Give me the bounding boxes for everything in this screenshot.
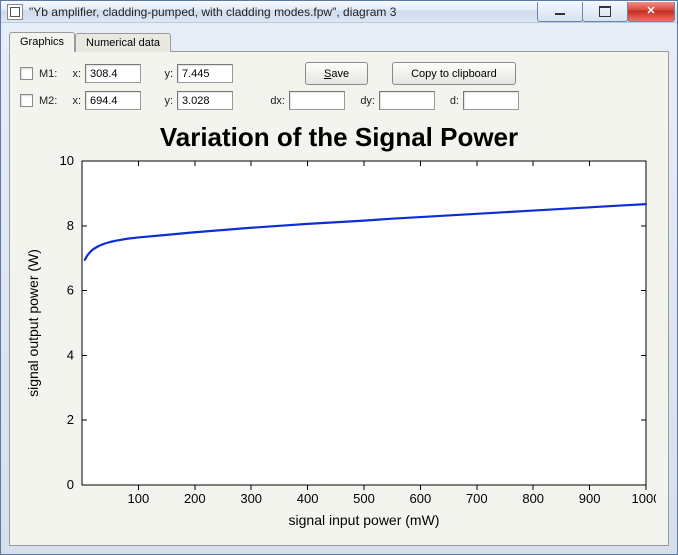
m2-y-label: y: xyxy=(159,95,173,107)
dx-output xyxy=(289,91,345,110)
svg-text:signal input power (mW): signal input power (mW) xyxy=(289,512,440,528)
chart-svg: 100 200 300 400 500 600 700 800 900 1000 0 2 4 6 8 10 si… xyxy=(20,155,656,535)
d-label: d: xyxy=(445,95,459,107)
svg-text:8: 8 xyxy=(67,218,74,233)
svg-text:4: 4 xyxy=(67,347,74,362)
svg-text:1000: 1000 xyxy=(632,491,656,506)
m1-label: M1: xyxy=(39,68,61,80)
tab-panel: M1: x: y: Save Copy to clipboard M2: x: … xyxy=(9,51,669,546)
svg-text:500: 500 xyxy=(353,491,375,506)
maximize-button[interactable] xyxy=(582,2,628,22)
svg-text:700: 700 xyxy=(466,491,488,506)
window-title: "Yb amplifier, cladding-pumped, with cla… xyxy=(29,5,538,19)
svg-text:900: 900 xyxy=(579,491,601,506)
d-output xyxy=(463,91,519,110)
m1-x-input[interactable] xyxy=(85,64,141,83)
chart-title: Variation of the Signal Power xyxy=(20,120,658,155)
m2-checkbox[interactable] xyxy=(20,94,33,107)
svg-text:300: 300 xyxy=(240,491,262,506)
m1-y-input[interactable] xyxy=(177,64,233,83)
chart-area[interactable]: 100 200 300 400 500 600 700 800 900 1000 0 2 4 6 8 10 si… xyxy=(20,155,658,535)
marker2-row: M2: x: y: dx: dy: d: xyxy=(20,91,658,110)
tabstrip: Graphics Numerical data xyxy=(9,29,669,51)
m2-y-input[interactable] xyxy=(177,91,233,110)
dy-label: dy: xyxy=(355,95,375,107)
save-button[interactable]: Save xyxy=(305,62,368,85)
minimize-button[interactable] xyxy=(537,2,583,22)
titlebar[interactable]: "Yb amplifier, cladding-pumped, with cla… xyxy=(1,1,677,23)
copy-button[interactable]: Copy to clipboard xyxy=(392,62,516,85)
dx-label: dx: xyxy=(265,95,285,107)
svg-text:400: 400 xyxy=(297,491,319,506)
m2-x-input[interactable] xyxy=(85,91,141,110)
marker1-row: M1: x: y: Save Copy to clipboard xyxy=(20,62,658,85)
client-area: Graphics Numerical data M1: x: y: Save C… xyxy=(1,23,677,554)
svg-text:6: 6 xyxy=(67,283,74,298)
tab-numerical-data[interactable]: Numerical data xyxy=(75,33,171,52)
plot-container: Variation of the Signal Power 1002003004… xyxy=(20,116,658,535)
app-window: "Yb amplifier, cladding-pumped, with cla… xyxy=(0,0,678,555)
svg-text:2: 2 xyxy=(67,412,74,427)
app-icon xyxy=(7,4,23,20)
svg-text:10: 10 xyxy=(60,155,74,168)
svg-text:100: 100 xyxy=(128,491,150,506)
m1-y-label: y: xyxy=(159,68,173,80)
m1-checkbox[interactable] xyxy=(20,67,33,80)
m2-x-label: x: xyxy=(67,95,81,107)
m1-x-label: x: xyxy=(67,68,81,80)
close-button[interactable] xyxy=(627,2,675,22)
svg-text:200: 200 xyxy=(184,491,206,506)
svg-text:0: 0 xyxy=(67,477,74,492)
svg-text:600: 600 xyxy=(410,491,432,506)
tab-graphics[interactable]: Graphics xyxy=(9,32,75,52)
m2-label: M2: xyxy=(39,95,61,107)
svg-text:signal output power (W): signal output power (W) xyxy=(25,249,41,397)
svg-text:800: 800 xyxy=(522,491,544,506)
window-controls xyxy=(538,2,675,22)
dy-output xyxy=(379,91,435,110)
